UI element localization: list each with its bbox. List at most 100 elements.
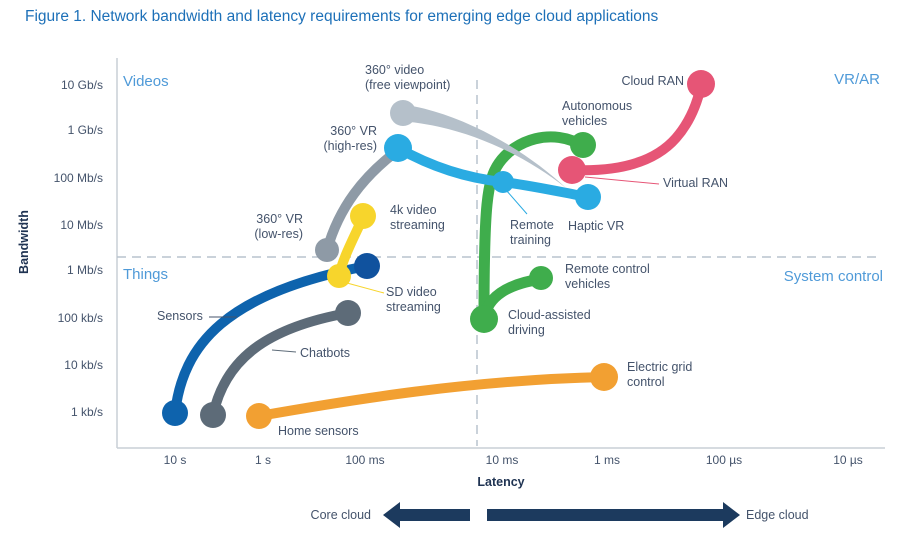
pointer-line-sd-to-4k-video bbox=[346, 282, 385, 294]
label-line: driving bbox=[508, 322, 545, 337]
label-line: Autonomous bbox=[562, 99, 633, 113]
curve-360-vr-low-to-high bbox=[322, 146, 402, 255]
curve-chatbots bbox=[208, 308, 353, 420]
dot-home-sensors-electric-grid-1 bbox=[590, 363, 618, 391]
curve-360-video-free-viewpoint bbox=[397, 104, 566, 188]
label-line: training bbox=[510, 232, 551, 247]
edge-cloud-arrow bbox=[487, 502, 740, 528]
x-tick-10s: 10 s bbox=[163, 453, 187, 467]
label-remote-control-vehicles: Remote control vehicles bbox=[565, 262, 650, 291]
label-line: Remote control bbox=[565, 262, 650, 276]
y-tick-10Gb/s: 10 Gb/s bbox=[60, 78, 103, 92]
x-tick-1ms: 1 ms bbox=[593, 453, 621, 467]
label-line: streaming bbox=[386, 299, 441, 314]
label-quadrant-videos: Videos bbox=[123, 73, 169, 90]
label-sensors: Sensors bbox=[157, 309, 203, 324]
label-chatbots: Chatbots bbox=[300, 346, 350, 361]
y-tick-100kb/s: 100 kb/s bbox=[57, 311, 103, 325]
label-haptic-vr: Haptic VR bbox=[568, 219, 624, 234]
y-tick-1Mb/s: 1 Mb/s bbox=[66, 263, 103, 277]
label-line: Electric grid bbox=[627, 360, 693, 374]
label-line: Sensors bbox=[157, 309, 203, 323]
label-line: vehicles bbox=[562, 113, 608, 128]
dot-autonomous-cloud-assisted-0 bbox=[570, 132, 596, 158]
label-line: 360° video bbox=[365, 63, 425, 77]
label-line: vehicles bbox=[565, 276, 611, 291]
label-4k-video-streaming: 4k video streaming bbox=[390, 203, 445, 232]
label-360-vr-low-res: 360° VR (low-res) bbox=[254, 212, 303, 241]
x-axis-title: Latency bbox=[477, 475, 525, 489]
x-tick-10µs: 10 µs bbox=[833, 453, 863, 467]
pointer-line-virtual-ran-cloud-ran bbox=[584, 176, 660, 185]
label-360-video: 360° video (free viewpoint) bbox=[365, 63, 450, 92]
dot-autonomous-cloud-assisted-1 bbox=[470, 305, 498, 333]
label-sd-video-streaming: SD video streaming bbox=[386, 285, 441, 314]
label-line: System control bbox=[783, 268, 883, 285]
label-line: 360° VR bbox=[256, 212, 303, 226]
label-360-vr-high-res: 360° VR (high-res) bbox=[324, 124, 378, 153]
label-line: 4k video bbox=[390, 203, 437, 217]
x-tick-10ms: 10 ms bbox=[485, 453, 519, 467]
figure-title: Figure 1. Network bandwidth and latency … bbox=[25, 8, 659, 25]
dot-autonomous-cloud-assisted-2 bbox=[529, 266, 553, 290]
label-remote-training: Remote training bbox=[510, 218, 554, 247]
label-cloud-ran: Cloud RAN bbox=[621, 74, 684, 89]
label-line: Cloud RAN bbox=[621, 74, 684, 88]
y-tick-10kb/s: 10 kb/s bbox=[64, 358, 103, 372]
curve-home-sensors-electric-grid bbox=[254, 372, 609, 421]
label-line: streaming bbox=[390, 217, 445, 232]
label-home-sensors: Home sensors bbox=[278, 424, 359, 439]
dot-360-video-free-viewpoint-0 bbox=[390, 100, 416, 126]
core-cloud-arrow bbox=[383, 502, 470, 528]
label-line: Virtual RAN bbox=[663, 176, 729, 190]
label-quadrant-system-control: System control bbox=[783, 268, 883, 285]
y-tick-1kb/s: 1 kb/s bbox=[70, 405, 103, 419]
y-tick-100Mb/s: 100 Mb/s bbox=[53, 171, 103, 185]
core-cloud-label: Core cloud bbox=[310, 508, 371, 522]
dot-home-sensors-electric-grid-0 bbox=[246, 403, 272, 429]
dot-360-vr-low-to-high-0 bbox=[315, 238, 339, 262]
dot-vr-high-remote-training-haptic-1 bbox=[492, 171, 514, 193]
pointer-line-vr-high-remote-training-haptic bbox=[505, 189, 528, 215]
curve-sensors bbox=[170, 261, 372, 418]
y-tick-10Mb/s: 10 Mb/s bbox=[60, 218, 103, 232]
label-virtual-ran: Virtual RAN bbox=[663, 176, 728, 191]
label-line: Remote bbox=[510, 218, 554, 232]
label-line: control bbox=[627, 374, 665, 389]
label-line: Chatbots bbox=[300, 346, 351, 360]
label-line: Home sensors bbox=[278, 424, 359, 438]
edge-cloud-label: Edge cloud bbox=[746, 508, 809, 522]
label-cloud-assisted-driving: Cloud-assisted driving bbox=[508, 308, 591, 337]
dot-sd-to-4k-video-0 bbox=[350, 203, 376, 229]
label-line: Haptic VR bbox=[568, 219, 625, 233]
label-line: (free viewpoint) bbox=[365, 77, 451, 92]
dot-sensors-0 bbox=[162, 400, 188, 426]
dot-chatbots-1 bbox=[335, 300, 361, 326]
label-line: 360° VR bbox=[330, 124, 377, 138]
x-tick-1s: 1 s bbox=[254, 453, 272, 467]
label-line: (low-res) bbox=[254, 226, 303, 241]
x-tick-100ms: 100 ms bbox=[345, 453, 385, 467]
label-line: VR/AR bbox=[834, 71, 880, 88]
label-line: Things bbox=[123, 266, 169, 283]
label-electric-grid-control: Electric grid control bbox=[627, 360, 692, 389]
label-line: SD video bbox=[386, 285, 437, 299]
label-line: Cloud-assisted bbox=[508, 308, 591, 322]
label-quadrant-vr-ar: VR/AR bbox=[834, 71, 880, 88]
dot-virtual-ran-cloud-ran-0 bbox=[687, 70, 715, 98]
label-quadrant-things: Things bbox=[123, 266, 169, 283]
dot-vr-high-remote-training-haptic-2 bbox=[575, 184, 601, 210]
curve-sd-to-4k-video bbox=[334, 212, 368, 281]
label-line: (high-res) bbox=[323, 138, 378, 153]
dot-vr-high-remote-training-haptic-0 bbox=[384, 134, 412, 162]
dot-chatbots-0 bbox=[200, 402, 226, 428]
dot-virtual-ran-cloud-ran-1 bbox=[558, 156, 586, 184]
pointer-line-chatbots bbox=[271, 349, 297, 353]
curve-vr-high-remote-training-haptic bbox=[393, 143, 593, 202]
dot-sd-to-4k-video-1 bbox=[327, 264, 351, 288]
label-line: Videos bbox=[123, 73, 169, 90]
label-autonomous-vehicles: Autonomous vehicles bbox=[562, 99, 632, 128]
y-tick-1Gb/s: 1 Gb/s bbox=[67, 123, 103, 137]
dot-sensors-1 bbox=[354, 253, 380, 279]
